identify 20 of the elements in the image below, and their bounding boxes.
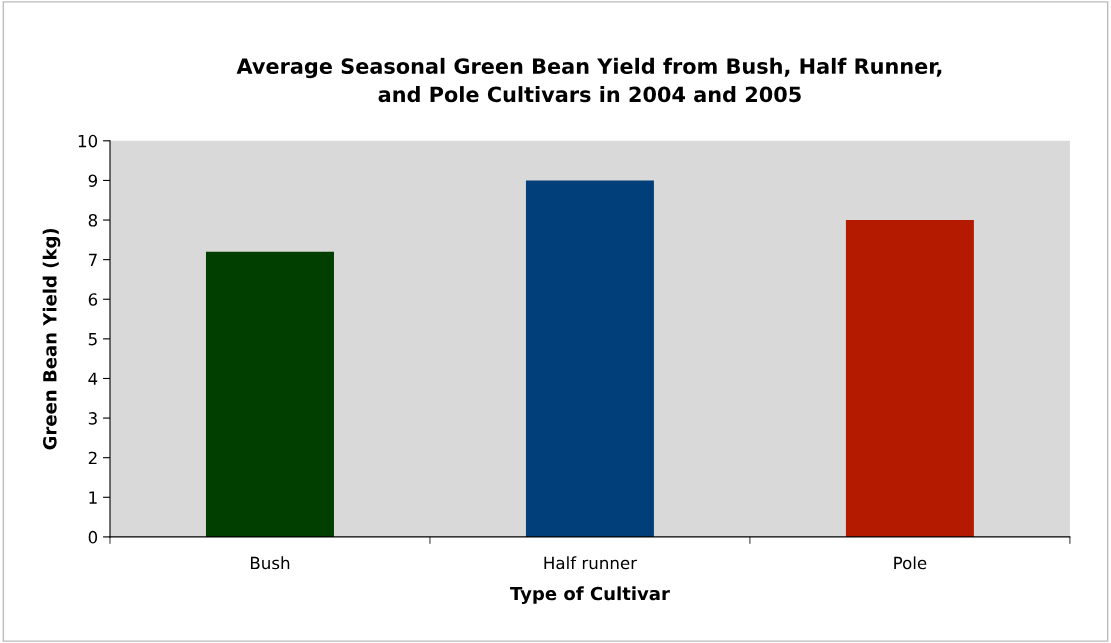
y-tick-label: 2 bbox=[88, 451, 97, 465]
x-tick-label: Bush bbox=[250, 556, 290, 570]
y-axis-title: Green Bean Yield (kg) bbox=[42, 228, 61, 450]
y-tick-label: 4 bbox=[88, 372, 98, 385]
y-tick-label: 1 bbox=[89, 491, 97, 504]
y-tick-label: 7 bbox=[88, 253, 97, 266]
x-tick-label: Pole bbox=[894, 556, 927, 570]
y-tick-label: 6 bbox=[88, 293, 98, 306]
y-tick-label: 10 bbox=[78, 134, 98, 148]
y-tick-label: 9 bbox=[88, 174, 98, 187]
y-tick-label: 8 bbox=[88, 214, 98, 227]
y-tick-label: 5 bbox=[88, 333, 97, 346]
bar bbox=[205, 251, 334, 537]
bar bbox=[845, 220, 974, 537]
y-tick-label: 3 bbox=[88, 412, 97, 425]
x-tick-label: Half runner bbox=[544, 556, 638, 570]
y-tick-label: 0 bbox=[88, 530, 98, 544]
x-axis-title: Type of Cultivar bbox=[510, 586, 670, 604]
chart-title: Average Seasonal Green Bean Yield from Bush, Half Runner, and Pole Cultivars in 2004 and 2005 bbox=[236, 57, 942, 103]
bar bbox=[525, 180, 654, 537]
